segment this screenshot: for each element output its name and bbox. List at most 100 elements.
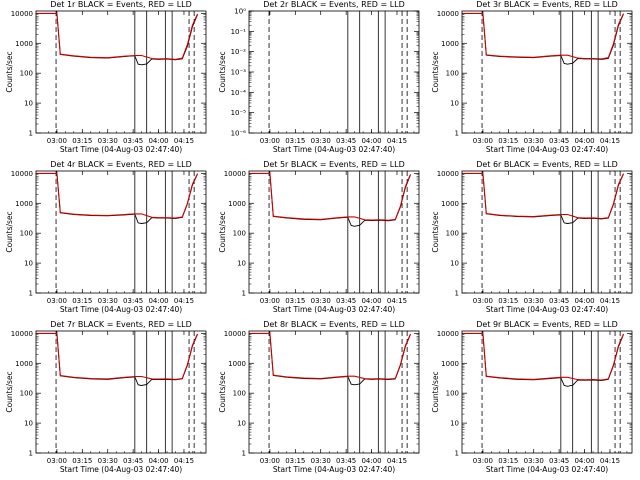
plot-frame	[461, 170, 633, 294]
detector-panel-5: Det 5r BLACK = Events, RED = LLD 03:00 03:…	[218, 160, 420, 314]
y-tick-label: 10000	[224, 330, 246, 338]
x-tick-label: 03:15	[72, 137, 92, 145]
x-axis-title: Start Time (04-Aug-03 02:47:40)	[486, 305, 608, 314]
y-tick-label: 10⁻³	[231, 69, 247, 77]
x-tick-label: 04:15	[387, 457, 407, 465]
plot-frame	[248, 330, 420, 454]
y-tick-label: 1000	[441, 40, 459, 48]
y-tick-label: 10	[24, 260, 33, 268]
x-tick-label: 04:00	[574, 457, 594, 465]
y-tick-label: 10	[450, 420, 459, 428]
plot-frame	[35, 330, 207, 454]
x-tick-label: 03:30	[311, 457, 331, 465]
panel-title: Det 8r BLACK = Events, RED = LLD	[263, 320, 405, 329]
x-tick-label: 04:15	[174, 297, 194, 305]
x-tick-label: 03:45	[123, 297, 143, 305]
x-tick-label: 03:00	[473, 297, 493, 305]
x-axis-title: Start Time (04-Aug-03 02:47:40)	[60, 145, 182, 154]
y-tick-label: 10000	[11, 330, 33, 338]
y-axis-title: Counts/sec	[5, 371, 14, 412]
y-axis-title: Counts/sec	[218, 51, 227, 92]
x-tick-label: 03:45	[549, 297, 569, 305]
x-tick-label: 03:00	[260, 137, 280, 145]
series-line-lld	[249, 172, 412, 221]
x-tick-label: 03:15	[285, 137, 305, 145]
y-tick-label: 1000	[441, 360, 459, 368]
x-tick-label: 03:00	[47, 457, 67, 465]
x-tick-label: 03:45	[336, 457, 356, 465]
y-tick-label: 1000	[228, 200, 246, 208]
x-tick-label: 03:30	[524, 297, 544, 305]
x-tick-label: 03:15	[498, 457, 518, 465]
y-tick-label: 1	[29, 130, 33, 138]
y-tick-label: 100	[233, 230, 246, 238]
x-tick-label: 03:30	[311, 297, 331, 305]
x-tick-label: 03:30	[524, 137, 544, 145]
x-tick-label: 03:15	[498, 137, 518, 145]
panel-title: Det 5r BLACK = Events, RED = LLD	[263, 160, 405, 169]
y-tick-label: 1	[29, 450, 33, 458]
y-tick-label: 1	[242, 290, 246, 298]
x-tick-label: 04:15	[600, 137, 620, 145]
x-tick-label: 03:15	[498, 297, 518, 305]
panel-title: Det 7r BLACK = Events, RED = LLD	[50, 320, 192, 329]
x-tick-label: 03:45	[123, 457, 143, 465]
y-axis-title: Counts/sec	[5, 211, 14, 252]
y-tick-label: 10000	[224, 170, 246, 178]
series-line-lld	[462, 172, 624, 220]
y-tick-label: 1000	[228, 360, 246, 368]
x-tick-label: 03:30	[311, 137, 331, 145]
x-tick-label: 03:00	[260, 457, 280, 465]
x-tick-label: 03:15	[72, 297, 92, 305]
plot-frame	[461, 330, 633, 454]
plot-frame	[461, 10, 633, 134]
y-tick-label: 10	[24, 420, 33, 428]
x-tick-label: 04:15	[387, 297, 407, 305]
y-tick-label: 100	[446, 70, 459, 78]
series-line-lld	[36, 172, 198, 219]
x-axis-title: Start Time (04-Aug-03 02:47:40)	[273, 305, 395, 314]
y-tick-label: 10	[450, 100, 459, 108]
y-tick-label: 10	[450, 260, 459, 268]
y-tick-label: 10000	[437, 170, 459, 178]
x-axis-title: Start Time (04-Aug-03 02:47:40)	[60, 465, 182, 474]
series-line-lld	[36, 12, 199, 60]
panel-title: Det 6r BLACK = Events, RED = LLD	[476, 160, 618, 169]
panel-title: Det 3r BLACK = Events, RED = LLD	[476, 0, 618, 9]
x-tick-label: 04:00	[574, 297, 594, 305]
plot-frame	[35, 10, 207, 134]
x-axis-title: Start Time (04-Aug-03 02:47:40)	[486, 465, 608, 474]
detector-panel-7: Det 7r BLACK = Events, RED = LLD 03:00 03:…	[5, 320, 207, 474]
x-tick-label: 04:00	[148, 297, 168, 305]
x-axis-title: Start Time (04-Aug-03 02:47:40)	[273, 145, 395, 154]
y-tick-label: 1	[455, 450, 459, 458]
x-tick-label: 03:15	[285, 297, 305, 305]
x-tick-label: 03:00	[260, 297, 280, 305]
y-axis-title: Counts/sec	[431, 371, 440, 412]
y-tick-label: 10	[237, 260, 246, 268]
x-tick-label: 04:15	[387, 137, 407, 145]
panel-title: Det 4r BLACK = Events, RED = LLD	[50, 160, 192, 169]
x-tick-label: 04:15	[600, 297, 620, 305]
detector-panel-2: Det 2r BLACK = Events, RED = LLD 03:00 03:…	[218, 0, 420, 154]
series-line-lld	[36, 332, 199, 380]
x-tick-label: 03:45	[336, 137, 356, 145]
x-tick-label: 04:00	[148, 137, 168, 145]
series-line-events	[36, 172, 198, 224]
x-tick-label: 04:00	[574, 137, 594, 145]
x-tick-label: 03:30	[98, 297, 118, 305]
x-axis-title: Start Time (04-Aug-03 02:47:40)	[273, 465, 395, 474]
panel-title: Det 9r BLACK = Events, RED = LLD	[476, 320, 618, 329]
series-line-lld	[462, 332, 625, 381]
x-tick-label: 03:00	[473, 137, 493, 145]
y-tick-label: 1	[242, 450, 246, 458]
y-axis-title: Counts/sec	[218, 371, 227, 412]
y-tick-label: 1000	[15, 40, 33, 48]
y-axis-title: Counts/sec	[431, 51, 440, 92]
y-tick-label: 100	[20, 70, 33, 78]
x-tick-label: 03:00	[47, 297, 67, 305]
y-tick-label: 10⁻⁵	[231, 109, 247, 117]
x-tick-label: 04:00	[361, 297, 381, 305]
x-tick-label: 04:00	[148, 457, 168, 465]
